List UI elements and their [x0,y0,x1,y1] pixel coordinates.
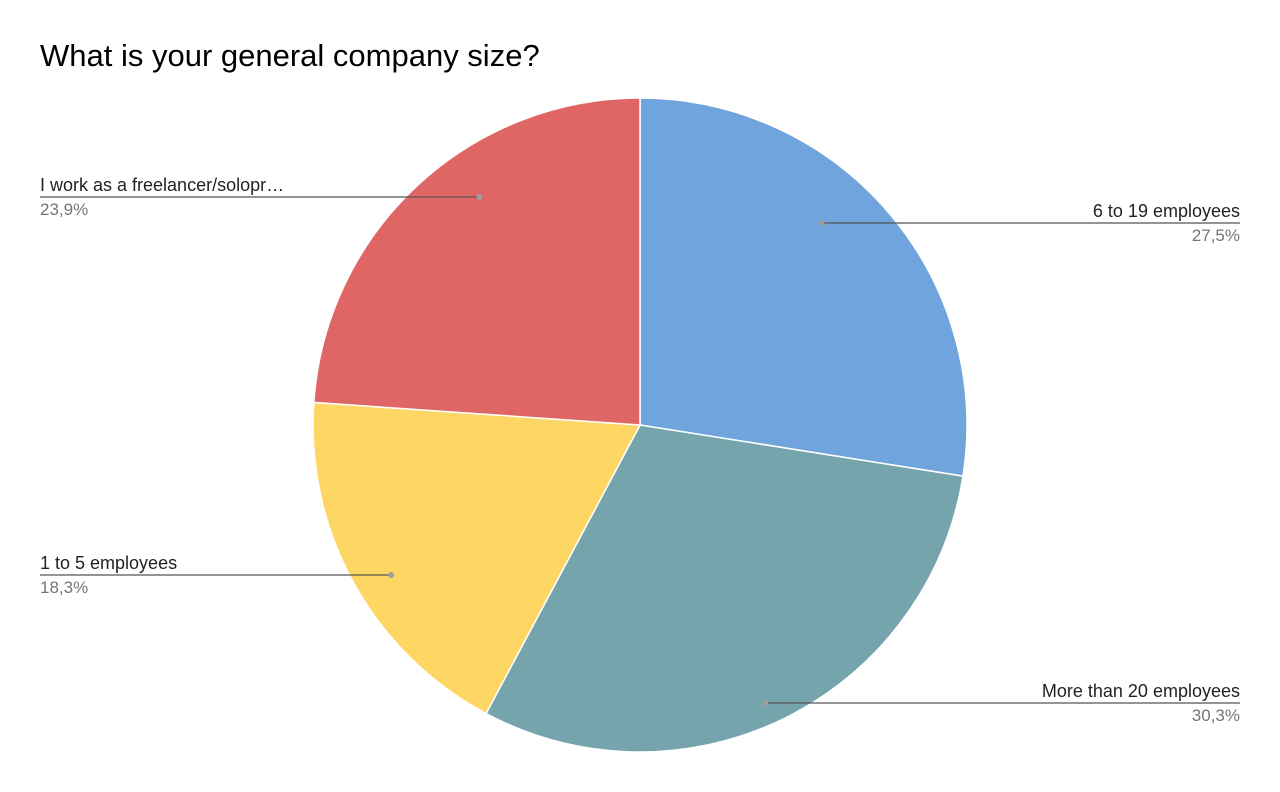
pie-slices [312,97,968,753]
leader-dot-2 [762,700,769,706]
slice-percent-2: 30,3% [1192,706,1240,725]
slice-label-1: 6 to 19 employees [1093,201,1240,221]
leader-dot-4 [476,194,483,200]
slice-callouts: 6 to 19 employees 27,5% More than 20 emplo… [40,175,1240,725]
leader-dot-3 [388,572,395,578]
pie-slice-2 [485,424,964,753]
pie-slice-3 [312,401,642,715]
slice-percent-4: 23,9% [40,200,88,219]
slice-label-4: I work as a freelancer/solopr… [40,175,284,195]
pie-slice-4 [312,97,641,426]
slice-label-2: More than 20 employees [1042,681,1240,701]
slice-percent-1: 27,5% [1192,226,1240,245]
leader-dot-1 [818,220,825,226]
slice-percent-3: 18,3% [40,578,88,597]
chart-title: What is your general company size? [40,38,540,73]
slice-label-3: 1 to 5 employees [40,553,177,573]
pie-slice-1 [639,97,968,478]
